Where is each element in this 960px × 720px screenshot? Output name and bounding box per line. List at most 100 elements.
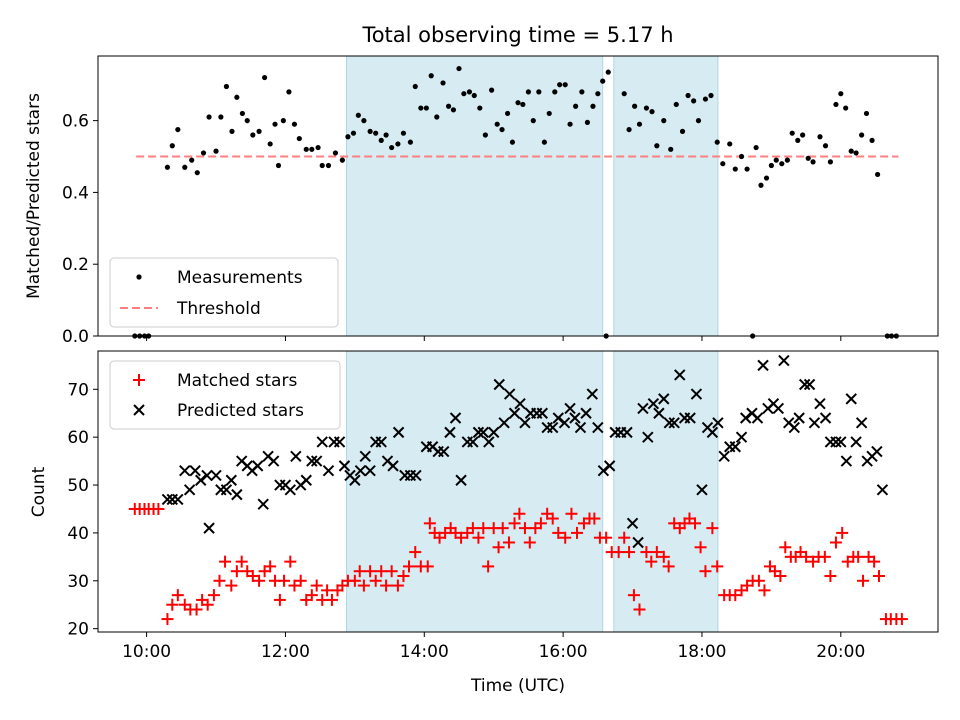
measurement-point-88 [632,103,638,109]
measurement-point-73 [546,110,552,117]
predicted-point-5 [189,464,201,477]
xtick-label-5: 20:00 [816,642,865,662]
predicted-point-99 [706,426,719,439]
predicted-point-52 [449,412,462,424]
measurement-point-110 [758,182,764,188]
measurement-point-103 [720,161,726,167]
matched-point-26 [273,593,286,606]
measurement-point-11 [206,114,212,120]
measurement-point-107 [744,166,750,172]
measurement-point-127 [848,148,854,154]
measurement-point-14 [223,83,230,90]
measurement-point-89 [636,121,643,127]
predicted-point-62 [503,388,516,400]
measurement-point-94 [668,146,674,152]
predicted-point-71 [552,412,564,424]
measurement-point-70 [530,118,536,124]
measurement-point-132 [875,171,881,178]
predicted-point-43 [392,426,405,439]
predicted-point-115 [793,412,805,424]
matched-point-84 [588,512,601,525]
measurement-point-31 [315,144,321,151]
matched-point-95 [650,546,663,559]
predicted-point-33 [338,460,351,472]
predicted-point-73 [564,402,576,415]
matched-point-45 [375,565,388,578]
measurement-point-112 [768,162,774,169]
predicted-point-89 [653,407,665,419]
matched-point-60 [455,531,468,544]
measurement-point-47 [407,139,413,145]
measurement-point-113 [773,157,779,163]
measurement-point-63 [494,121,500,127]
predicted-point-78 [592,421,604,434]
predicted-point-87 [642,431,654,443]
predicted-point-20 [267,455,280,467]
bottom-axes-frame [97,350,939,633]
matched-point-93 [640,546,653,559]
measurement-point-76 [562,82,568,88]
measurement-point-86 [621,91,627,97]
measurement-point-53 [440,80,446,86]
measurement-point-56 [456,65,462,72]
predicted-point-29 [316,436,328,448]
measurement-point-98 [691,98,697,104]
matched-point-125 [818,550,831,563]
predicted-point-13 [231,488,243,501]
matched-point-79 [559,531,572,544]
matched-point-78 [552,526,565,539]
matched-point-77 [546,512,559,525]
predicted-point-64 [514,397,526,410]
predicted-point-9 [210,469,222,482]
measurement-point-8 [189,157,195,163]
matched-point-53 [421,560,434,573]
matched-point-46 [380,579,393,592]
predicted-point-120 [819,412,832,424]
measurement-point-105 [732,166,738,172]
matched-point-94 [645,555,658,568]
matched-point-27 [278,574,291,587]
predicted-point-104 [735,431,748,443]
measurement-point-60 [477,105,483,111]
measurement-point-59 [471,92,477,99]
matched-point-71 [513,507,526,520]
predicted-point-108 [757,359,769,372]
predicted-point-95 [684,412,696,424]
predicted-point-112 [778,354,790,367]
matched-point-48 [391,579,404,592]
predicted-point-97 [696,484,708,496]
matched-point-69 [502,536,515,549]
matched-point-14 [207,589,220,602]
measurement-point-38 [355,112,361,118]
measurement-point-84 [605,69,611,75]
top-ytick-label-2: 0.4 [62,183,89,203]
predicted-point-76 [580,407,592,419]
measurement-point-51 [428,73,434,79]
measurement-point-111 [763,175,770,181]
predicted-point-7 [201,469,213,482]
xtick-label-4: 18:00 [677,642,726,662]
measurement-point-40 [367,128,373,134]
measurement-point-58 [466,89,473,95]
predicted-point-79 [597,464,610,477]
matched-point-92 [633,603,646,616]
measurement-point-74 [552,89,558,95]
predicted-point-17 [251,460,264,472]
measurement-point-25 [280,118,286,124]
top-axes-frame [97,55,939,337]
top-ytick-label-0: 0.0 [62,327,89,347]
count-panel: 20 30 40 50 60 70 10:00 12:00 14:00 16:00 18:00 20… [29,350,939,696]
measurement-point-61 [482,132,488,138]
matched-point-28 [284,555,297,568]
predicted-point-40 [375,436,387,448]
matched-point-49 [397,569,410,582]
matched-point-5 [152,502,165,515]
matched-point-104 [699,565,712,578]
measurement-point-30 [309,146,315,152]
matched-point-67 [492,541,505,554]
legend-matched-label: Matched stars [177,371,297,391]
xtick-label-0: 10:00 [122,642,171,662]
predicted-point-72 [558,417,571,429]
predicted-point-56 [472,426,485,439]
matched-point-127 [829,536,842,549]
